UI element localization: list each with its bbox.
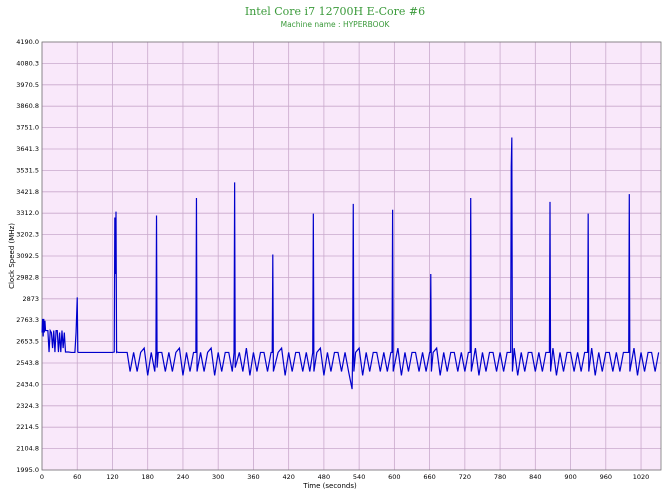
y-tick-label: 1995.0 [16,466,39,474]
y-tick-label: 4080.3 [16,59,39,67]
y-tick-label: 2763.3 [16,316,39,324]
x-tick-label: 540 [353,473,365,481]
y-tick-label: 3641.3 [16,145,39,153]
x-tick-label: 1020 [633,473,650,481]
x-axis-label: Time (seconds) [302,482,357,490]
x-tick-label: 300 [212,473,224,481]
y-tick-label: 3312.0 [16,209,39,217]
y-tick-label: 2104.8 [16,445,39,453]
y-tick-label: 2434.0 [16,380,39,388]
y-tick-label: 3751.0 [16,124,39,132]
x-tick-label: 180 [142,473,154,481]
x-tick-label: 840 [529,473,541,481]
y-axis-label: Clock Speed (MHz) [8,223,16,289]
y-tick-label: 2653.5 [16,338,39,346]
x-tick-label: 0 [40,473,44,481]
x-tick-label: 960 [600,473,612,481]
x-tick-label: 600 [388,473,400,481]
y-tick-label: 2214.5 [16,423,39,431]
x-tick-label: 780 [494,473,506,481]
x-tick-label: 480 [318,473,330,481]
x-tick-label: 720 [459,473,471,481]
chart-title: Intel Core i7 12700H E-Core #6 [245,5,425,18]
plot-border [41,41,662,471]
y-tick-label: 3531.5 [16,166,39,174]
x-tick-label: 120 [106,473,118,481]
y-tick-label: 3970.5 [16,81,39,89]
y-tick-label: 4190.0 [16,38,39,46]
x-tick-label: 60 [73,473,81,481]
line-series [41,137,660,390]
y-tick-label: 2543.8 [16,359,39,367]
x-tick-label: 900 [564,473,576,481]
y-tick-label: 3202.3 [16,231,39,239]
y-tick-label: 2324.3 [16,402,39,410]
x-tick-label: 660 [423,473,435,481]
y-tick-label: 2982.8 [16,273,39,281]
chart-subtitle: Machine name : HYPERBOOK [281,20,391,29]
x-tick-label: 360 [247,473,259,481]
x-tick-label: 240 [177,473,189,481]
y-tick-label: 2873 [22,295,39,303]
x-tick-label: 420 [282,473,294,481]
y-tick-label: 3421.8 [16,188,39,196]
y-tick-label: 3092.5 [16,252,39,260]
y-tick-label: 3860.8 [16,102,39,110]
